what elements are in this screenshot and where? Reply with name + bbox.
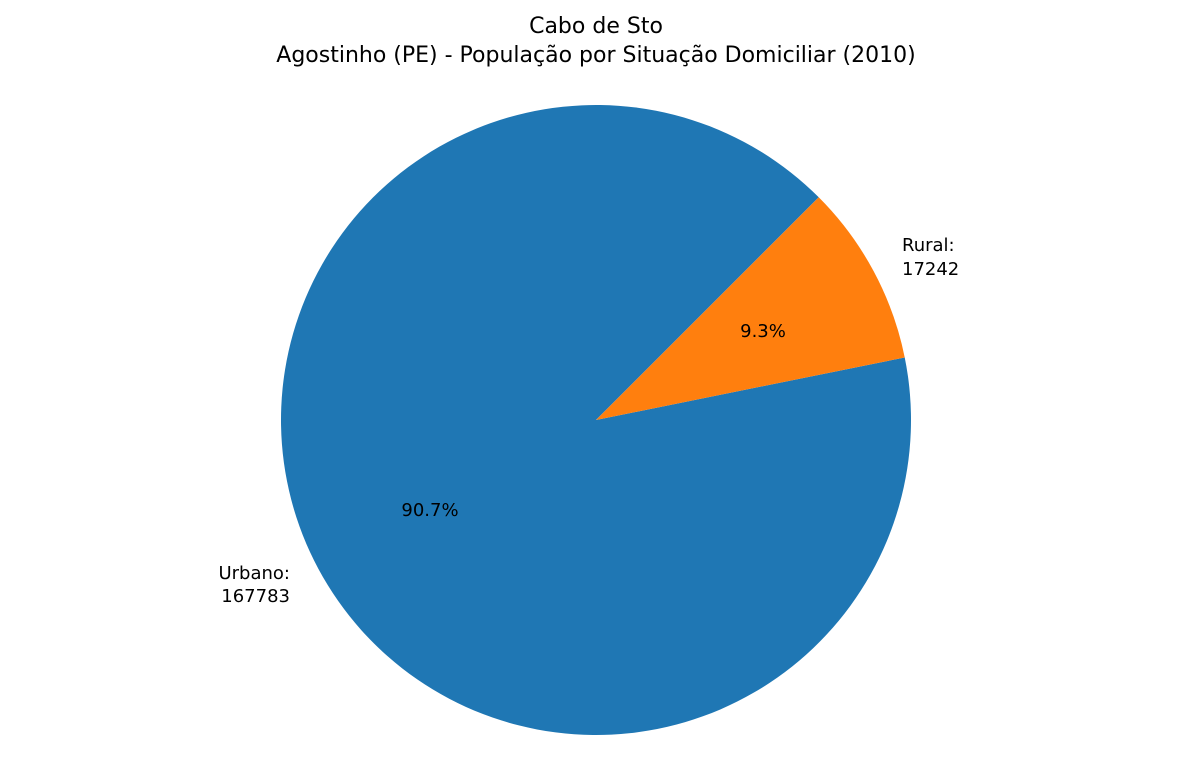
pie-slice-rural [596, 197, 905, 420]
slice-label-rural: Rural: [902, 235, 955, 256]
pct-label-rural: 9.3% [740, 321, 786, 342]
slice-value-rural: 17242 [902, 259, 959, 280]
pct-label-urbano: 90.7% [401, 500, 458, 521]
pie-slice-urbano [280, 104, 911, 735]
pie-slices [280, 104, 911, 735]
slice-label-urbano: Urbano: [218, 563, 290, 584]
chart-title-line-1: Cabo de Sto [529, 14, 663, 39]
chart-title-line-2: Agostinho (PE) - População por Situação … [276, 43, 915, 68]
slice-value-urbano: 167783 [221, 586, 290, 607]
